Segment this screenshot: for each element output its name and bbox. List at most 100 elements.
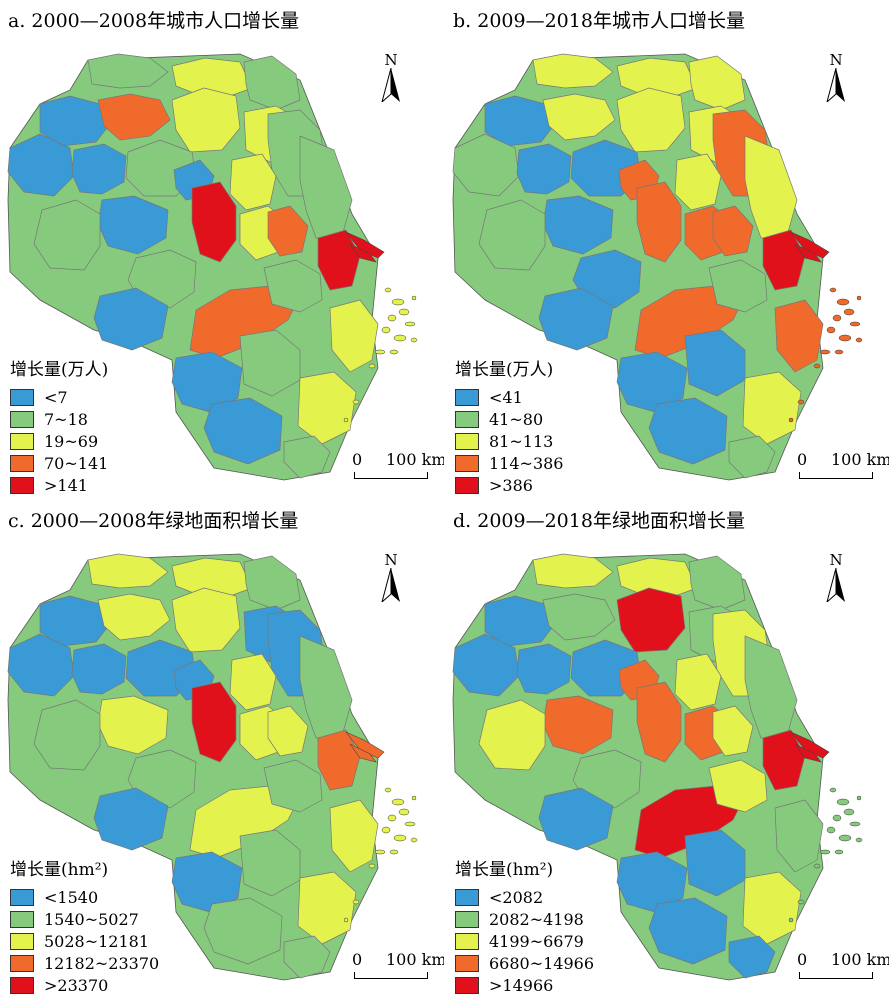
offshore-island bbox=[819, 849, 831, 855]
map-region bbox=[636, 681, 682, 763]
map-region bbox=[516, 643, 572, 695]
map-region bbox=[87, 53, 169, 89]
legend-swatch bbox=[455, 476, 479, 494]
map-region bbox=[688, 555, 746, 611]
map-region bbox=[616, 87, 686, 153]
legend-label: 2082~4198 bbox=[489, 909, 584, 929]
map-region bbox=[452, 633, 520, 697]
legend-item: 12182~23370 bbox=[10, 952, 159, 974]
map-region bbox=[191, 181, 237, 263]
scale-distance-label: 100 km bbox=[831, 450, 889, 469]
map-region bbox=[71, 143, 127, 195]
legend-title: 增长量(hm²) bbox=[10, 860, 109, 880]
scale-distance-label: 100 km bbox=[386, 450, 444, 469]
map-region bbox=[283, 435, 331, 479]
offshore-island bbox=[838, 834, 852, 842]
offshore-island bbox=[381, 826, 391, 834]
legend-item: <7 bbox=[10, 386, 108, 408]
legend-label: >386 bbox=[489, 475, 533, 495]
offshore-island bbox=[404, 821, 416, 827]
legend-label: 70~141 bbox=[44, 453, 109, 473]
scale-bar: 0 100 km bbox=[797, 450, 889, 484]
map-region bbox=[283, 935, 331, 979]
map-region bbox=[452, 133, 520, 197]
legend-item: 1540~5027 bbox=[10, 908, 159, 930]
offshore-island bbox=[374, 349, 386, 355]
offshore-island bbox=[368, 363, 376, 369]
scale-zero-label: 0 bbox=[352, 450, 363, 469]
choropleth-map bbox=[452, 53, 863, 481]
panel-title: c. 2000—2008年绿地面积增长量 bbox=[8, 510, 299, 532]
map-region bbox=[708, 259, 768, 313]
scale-zero-label: 0 bbox=[797, 950, 808, 969]
offshore-island bbox=[855, 837, 863, 843]
map-region bbox=[478, 699, 546, 771]
legend-title: 增长量(万人) bbox=[455, 360, 554, 380]
legend-label: 81~113 bbox=[489, 431, 554, 451]
map-region bbox=[203, 397, 283, 465]
map-region bbox=[243, 555, 301, 611]
legend-item: >386 bbox=[455, 474, 563, 496]
map-region bbox=[229, 153, 277, 211]
offshore-island bbox=[834, 349, 844, 355]
map-region bbox=[674, 153, 722, 211]
offshore-island bbox=[856, 795, 862, 801]
panel-title: d. 2009—2018年绿地面积增长量 bbox=[453, 510, 745, 532]
offshore-island bbox=[411, 295, 417, 301]
offshore-island bbox=[381, 326, 391, 334]
legend-swatch bbox=[10, 888, 34, 906]
offshore-island bbox=[856, 295, 862, 301]
map-region bbox=[648, 397, 728, 465]
map-region bbox=[532, 53, 614, 89]
map-panel-b: b. 2009—2018年城市人口增长量 N 增长量(万人) <41 41~80… bbox=[445, 0, 889, 500]
legend-item: 6680~14966 bbox=[455, 952, 594, 974]
legend-label: <2082 bbox=[489, 887, 544, 907]
north-label: N bbox=[384, 551, 398, 569]
map-region bbox=[484, 95, 556, 147]
offshore-island bbox=[352, 899, 360, 905]
offshore-island bbox=[788, 917, 794, 923]
offshore-island bbox=[797, 399, 805, 405]
map-region bbox=[762, 729, 806, 791]
legend-title: 增长量(hm²) bbox=[455, 860, 554, 880]
offshore-island bbox=[843, 808, 855, 816]
panel-title: b. 2009—2018年城市人口增长量 bbox=[453, 10, 745, 32]
legend-swatch bbox=[455, 932, 479, 950]
offshore-island bbox=[788, 417, 794, 423]
legend-swatch bbox=[455, 954, 479, 972]
scale-bar: 0 100 km bbox=[352, 950, 444, 984]
map-region bbox=[171, 57, 253, 97]
north-arrow-icon bbox=[381, 67, 400, 104]
map-region bbox=[688, 55, 746, 111]
map-region bbox=[616, 587, 686, 653]
legend-swatch bbox=[455, 388, 479, 406]
legend-swatch bbox=[10, 454, 34, 472]
map-region bbox=[7, 133, 75, 197]
estuary-island bbox=[794, 243, 822, 263]
legend-label: 1540~5027 bbox=[44, 909, 139, 929]
offshore-island bbox=[384, 287, 392, 293]
scale-bar-line bbox=[354, 972, 428, 979]
legend-label: >14966 bbox=[489, 975, 554, 995]
offshore-island bbox=[374, 849, 386, 855]
legend: 增长量(hm²) <2082 2082~4198 4199~6679 6680~… bbox=[455, 855, 594, 996]
legend-swatch bbox=[10, 410, 34, 428]
legend-swatch bbox=[10, 476, 34, 494]
legend-label: 7~18 bbox=[44, 409, 88, 429]
offshore-island bbox=[836, 798, 850, 806]
legend: 增长量(万人) <41 41~80 81~113 114~386 >386 bbox=[455, 355, 563, 496]
legend-item: 19~69 bbox=[10, 430, 108, 452]
offshore-island bbox=[387, 314, 397, 322]
map-region bbox=[774, 799, 824, 873]
offshore-island bbox=[819, 349, 831, 355]
map-region bbox=[648, 897, 728, 965]
offshore-island bbox=[411, 795, 417, 801]
legend-swatch bbox=[10, 388, 34, 406]
map-region bbox=[329, 799, 379, 873]
map-region bbox=[712, 205, 754, 257]
offshore-island bbox=[343, 417, 349, 423]
offshore-island bbox=[849, 321, 861, 327]
legend-item: 2082~4198 bbox=[455, 908, 594, 930]
offshore-island bbox=[343, 917, 349, 923]
legend-item: >23370 bbox=[10, 974, 159, 996]
